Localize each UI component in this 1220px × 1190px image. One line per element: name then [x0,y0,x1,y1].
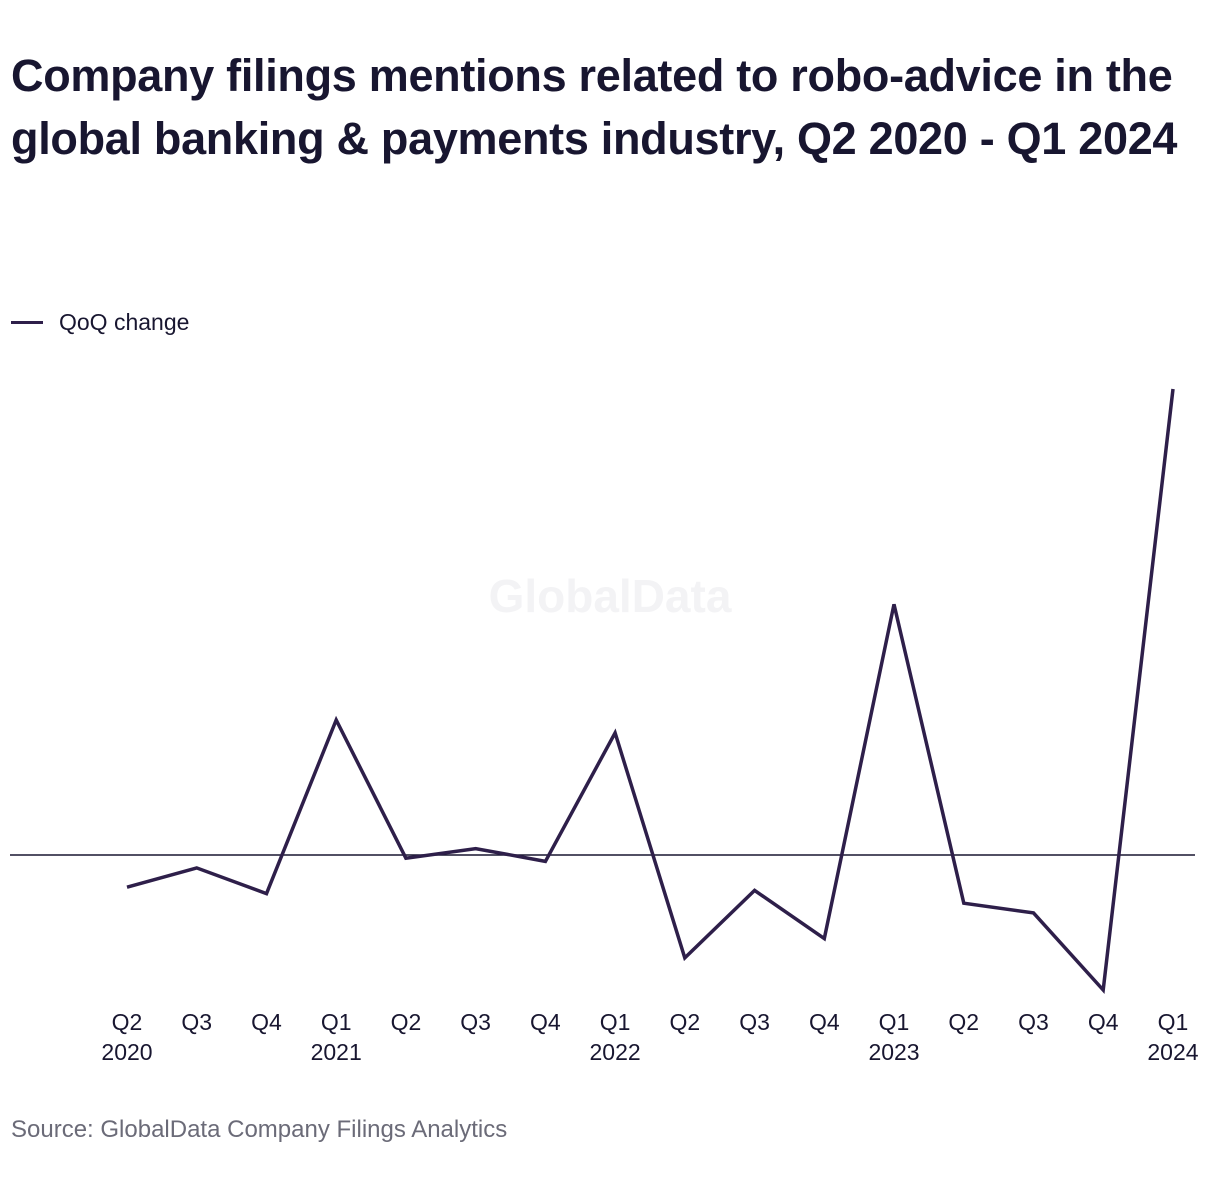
x-tick-label: Q2 [391,1009,422,1035]
data-point [334,718,338,722]
x-tick-label: Q3 [1018,1009,1049,1035]
legend-swatch [11,320,43,324]
source-note: Source: GlobalData Company Filings Analy… [11,1116,508,1143]
x-tick-year-label: 2022 [590,1039,641,1065]
x-tick-label: Q2 [948,1009,979,1035]
x-tick-year-label: 2024 [1147,1039,1198,1065]
x-tick-label: Q4 [1088,1009,1119,1035]
data-point [404,856,408,860]
data-point [1101,988,1105,992]
data-point [1171,387,1175,391]
x-tick-year-label: 2023 [868,1039,919,1065]
x-tick-label: Q4 [251,1009,282,1035]
data-point [195,866,199,870]
data-point [683,956,687,960]
data-point [264,892,268,896]
x-tick-label: Q1 [1158,1009,1189,1035]
x-tick-label: Q1 [600,1009,631,1035]
series-line-0 [126,388,1175,995]
legend: QoQ change [11,306,189,338]
x-tick-label: Q4 [809,1009,840,1035]
data-point [892,602,896,606]
x-tick-label: Q2 [112,1009,143,1035]
watermark: GlobalData [489,570,732,622]
x-tick-label: Q1 [321,1009,352,1035]
x-tick-label: Q4 [530,1009,561,1035]
data-point [822,937,826,941]
data-point [1031,911,1035,915]
x-tick-label: Q3 [181,1009,212,1035]
x-tick-label: Q3 [460,1009,491,1035]
x-tick-label: Q1 [879,1009,910,1035]
data-point [753,888,757,892]
data-point [474,847,478,851]
chart-title: Company filings mentions related to robo… [11,50,1178,164]
data-point [125,885,129,889]
data-point [543,859,547,863]
x-tick-label: Q2 [669,1009,700,1035]
x-tick-year-label: 2021 [311,1039,362,1065]
x-tick-year-label: 2020 [101,1039,152,1065]
x-tick-label: Q3 [739,1009,770,1035]
data-point [613,731,617,735]
data-point [962,901,966,905]
legend-label: QoQ change [59,308,190,335]
